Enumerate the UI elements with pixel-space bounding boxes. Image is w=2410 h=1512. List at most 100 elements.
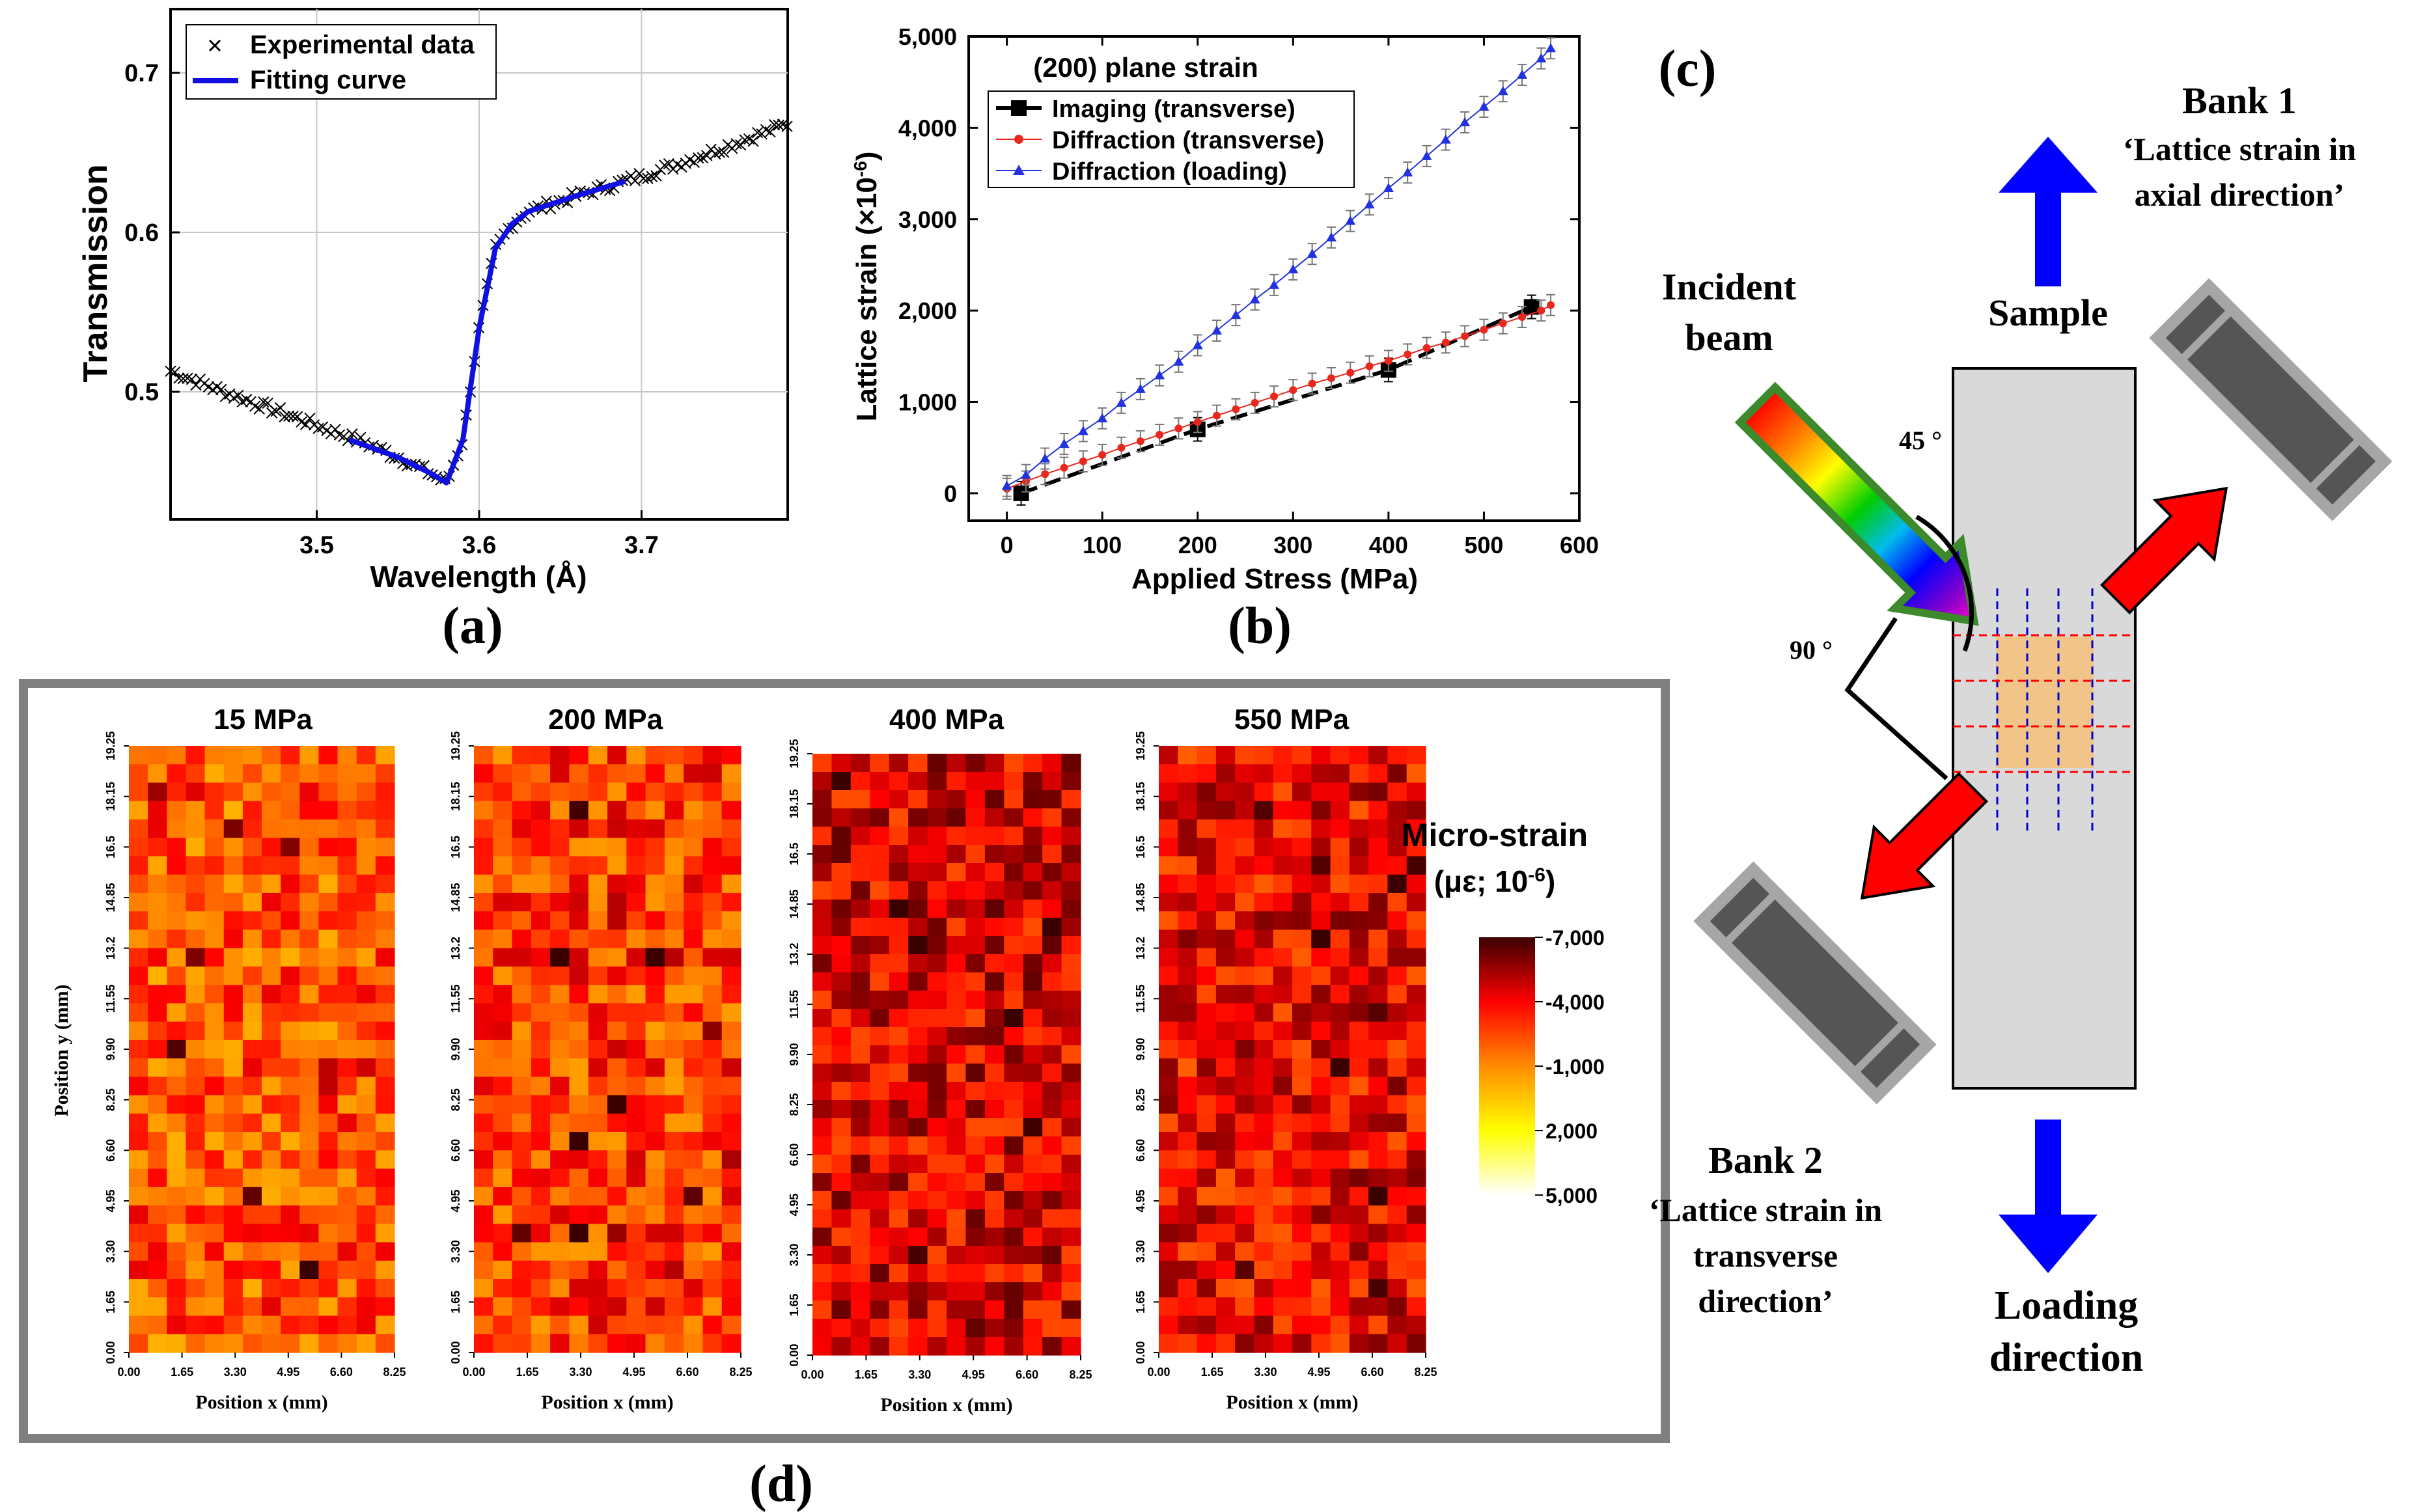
heatmap-cell [721,1039,741,1059]
heatmap-cell [607,856,627,875]
heatmap-cell [148,874,167,894]
a-data-point [329,423,341,435]
heatmap-cell [664,929,684,949]
heatmap-cell [965,1155,986,1174]
heatmap-cell [1254,1297,1274,1317]
heatmap-cell [186,1150,206,1170]
heatmap-cell [626,764,646,784]
heatmap-cell [626,1315,646,1335]
heatmap-cell [318,764,339,784]
heatmap-cell [850,1319,870,1338]
heatmap-cell [984,918,1004,937]
heatmap-cell [684,1077,704,1096]
heatmap-cell [262,1224,281,1243]
heatmap-cell [1215,948,1236,967]
b-point-diff-transverse [1441,338,1450,347]
heatmap-ytick-label: 8.25 [104,1088,117,1111]
heatmap-cell [1349,746,1369,765]
heatmap-cell [626,801,646,820]
heatmap-cell [1368,1021,1389,1041]
heatmap-cell [337,1150,357,1170]
heatmap-cell [281,1334,300,1353]
heatmap-cell [1311,764,1331,784]
heatmap-cell [337,911,357,931]
heatmap-cell [512,1242,532,1261]
heatmap-cell [129,966,148,985]
heatmap-cell [1197,1297,1217,1317]
axial-up-arrow [1999,137,2098,286]
heatmap-cell [626,1187,646,1206]
heatmap-cell [947,1191,967,1210]
heatmap-cell [1349,985,1369,1004]
heatmap-cell [1368,1260,1389,1280]
heatmap-cell [1042,1191,1062,1210]
heatmap-cell [262,1260,281,1280]
heatmap-cell [702,1168,723,1188]
heatmap-cell [984,845,1004,864]
heatmap-cell [721,1003,741,1023]
heatmap-cell [1311,1039,1331,1059]
heatmap-cell [1254,1224,1274,1243]
heatmap-cell [1330,1039,1350,1059]
heatmap-cell [721,1132,741,1151]
heatmap-cell [927,808,947,827]
heatmap-cell [965,881,986,900]
b-ytick-label: 2,000 [898,297,957,324]
heatmap-cell [1042,1064,1062,1082]
b-point-diff-loading [1402,167,1413,177]
heatmap-cell [1292,1260,1312,1280]
heatmap-cell [1292,1003,1312,1023]
heatmap-cell [474,1279,493,1298]
heatmap-cell [512,1150,532,1170]
heatmap-cell [129,1205,148,1224]
heatmap-cell [1273,1003,1293,1023]
a-data-point [304,412,316,424]
heatmap-cell [474,838,493,857]
heatmap-cell [493,1242,513,1261]
heatmap-xtick-label: 4.95 [622,1366,645,1379]
heatmap-cell [684,1150,704,1170]
heatmap-cell [721,911,741,931]
heatmap-cell [831,900,852,918]
heatmap-cell [889,845,909,864]
heatmap-cell [356,1058,376,1077]
heatmap-cell [1235,1039,1255,1059]
b-point-diff-loading [1536,53,1547,62]
heatmap-cell [645,1021,665,1041]
heatmap-cell [721,1187,741,1206]
heatmap-cell [1330,911,1350,931]
heatmap-cell [375,1132,395,1151]
heatmap-cell [947,1246,967,1265]
heatmap-cell [129,1279,148,1298]
heatmap-cell [550,1205,570,1224]
heatmap-cell [474,1224,493,1243]
heatmap-cell [870,954,890,973]
heatmap-cell [947,954,967,973]
heatmap-cell [1311,1205,1331,1224]
heatmap-cell [889,808,909,827]
b-ytick-label: 3,000 [898,206,957,233]
heatmap-cell [1406,1095,1426,1114]
scan-grid-lines [1953,588,2135,832]
heatmap-cell [299,1242,320,1261]
heatmap-cell [1197,1077,1217,1096]
heatmap-cell [684,1058,704,1077]
heatmap-cell [889,1300,909,1319]
heatmap-cell [1387,1077,1407,1096]
heatmap-cell [1330,1242,1350,1261]
heatmap-cell [1178,764,1198,784]
heatmap-cell [1368,1334,1389,1353]
heatmap-cell [474,1334,493,1353]
heatmap-cell [375,1021,395,1041]
heatmap-cell [1178,1077,1198,1096]
heatmap-ytick-label: 18.15 [449,782,462,811]
diffracted-beam-bank1-arrow [2099,486,2228,615]
heatmap-cell [645,856,665,875]
heatmap-cell [512,911,532,931]
heatmap-cell [1023,1228,1043,1246]
heatmap-cell [1254,1242,1274,1261]
heatmap-cell [129,1095,148,1114]
heatmap-cell [927,936,947,955]
heatmap-cell [318,1039,339,1059]
